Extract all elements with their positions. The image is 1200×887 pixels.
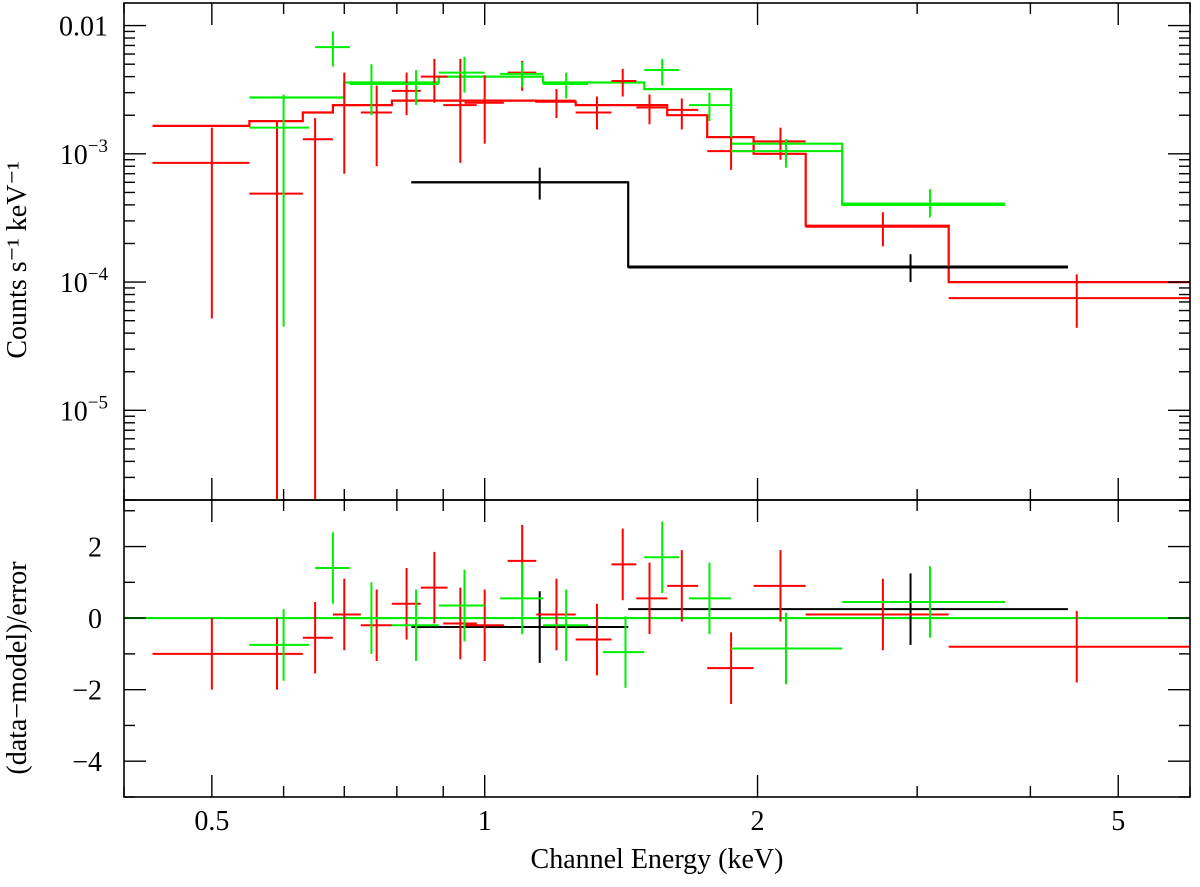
residual-point-green: [644, 521, 680, 594]
residual-point-green: [731, 612, 843, 685]
residual-point-green: [349, 582, 392, 654]
data-point-red: [302, 118, 333, 500]
residual-point-red: [152, 618, 250, 690]
residual-point-green: [391, 589, 439, 662]
data-point-red: [753, 127, 806, 160]
residual-point-red: [948, 610, 1190, 683]
data-point-green: [500, 62, 544, 88]
data-point-red: [805, 212, 949, 247]
residual-point-red: [667, 550, 699, 622]
residual-point-green: [438, 569, 485, 642]
residual-point-red: [536, 578, 576, 651]
residual-point-green: [500, 562, 544, 635]
residual-point-green: [249, 609, 310, 681]
tick-exponent: −5: [88, 392, 108, 413]
data-point-green: [249, 94, 310, 327]
data-point-green: [644, 58, 680, 86]
data-point-red: [249, 121, 303, 500]
tick-mantissa: 10: [60, 268, 88, 299]
x-tick-labels: 0.5 1 2 5: [194, 806, 1125, 837]
data-point-green: [349, 64, 392, 116]
data-point-black: [411, 167, 629, 200]
residual-point-red: [575, 603, 612, 676]
residual-point-black: [628, 573, 1068, 645]
data-point-red: [536, 89, 576, 119]
residuals-plot-frame: [123, 499, 1191, 798]
residual-point-red: [443, 587, 477, 660]
spectrum-y-tick-label: 10−3: [60, 136, 108, 171]
residual-point-red: [707, 632, 754, 704]
data-point-green: [842, 189, 1005, 218]
spectrum-panel: [123, 2, 1191, 501]
data-point-red: [464, 75, 504, 144]
data-point-red: [575, 96, 612, 130]
residual-point-red: [464, 589, 504, 662]
residual-point-green: [688, 562, 732, 635]
data-point-black: [628, 254, 1068, 283]
data-point-red: [636, 94, 668, 125]
spectrum-y-tick-label: 0.01: [59, 12, 108, 43]
residual-point-red: [249, 618, 303, 690]
residuals-y-tick-label: 2: [88, 533, 102, 564]
residuals-panel: [123, 499, 1191, 798]
spectrum-data-layer: [152, 31, 1190, 500]
tick-exponent: −4: [88, 264, 109, 285]
data-point-green: [438, 56, 485, 93]
tick-mantissa: 0.01: [59, 12, 108, 43]
x-axis-label: Channel Energy (keV): [531, 844, 784, 875]
residual-point-red: [360, 589, 392, 662]
residual-point-green: [315, 532, 350, 604]
tick-mantissa: 10: [60, 396, 88, 427]
tick-mantissa: 10: [60, 140, 88, 171]
data-point-red: [360, 85, 392, 167]
data-point-green: [315, 31, 350, 67]
x-tick-label: 0.5: [194, 806, 229, 837]
model-line-green: [249, 75, 1005, 206]
residual-point-red: [636, 562, 668, 635]
residual-point-red: [753, 550, 806, 622]
residual-point-red: [805, 578, 949, 651]
residuals-y-axis-label: (data−model)/error: [2, 561, 33, 775]
x-tick-label: 5: [1111, 806, 1125, 837]
residual-point-black: [411, 591, 629, 663]
residual-point-red: [302, 601, 333, 674]
residuals-data-layer: [152, 521, 1190, 704]
residuals-y-tick-labels: 2 0 −2 −4: [72, 533, 102, 779]
residuals-y-tick-label: −4: [72, 747, 102, 778]
residual-point-green: [543, 589, 588, 662]
residuals-y-tick-label: −2: [72, 676, 102, 707]
residual-point-red: [420, 551, 448, 624]
spectrum-y-tick-label: 10−4: [60, 264, 109, 299]
spectrum-y-axis-label: Counts s⁻¹ keV⁻¹: [2, 161, 33, 358]
data-point-green: [543, 72, 588, 99]
spectrum-ticks: [123, 3, 1191, 501]
residual-point-red: [332, 578, 361, 651]
data-point-red: [420, 58, 448, 103]
data-point-green: [731, 139, 843, 168]
data-point-green: [391, 70, 439, 106]
residual-point-red: [611, 528, 637, 601]
residuals-y-tick-label: 0: [88, 604, 102, 635]
residual-point-green: [602, 616, 645, 688]
x-tick-label: 1: [478, 806, 492, 837]
data-point-red: [707, 137, 754, 170]
residual-point-green: [842, 566, 1005, 638]
model-line-black: [411, 181, 1068, 268]
data-point-green: [688, 92, 732, 122]
tick-exponent: −3: [88, 136, 108, 157]
data-point-red: [152, 127, 250, 319]
data-point-red: [611, 68, 637, 97]
model-line-red: [152, 99, 1190, 284]
data-point-red: [667, 98, 699, 130]
x-tick-label: 2: [751, 806, 765, 837]
data-point-red: [443, 58, 477, 163]
spectrum-model-layer: [152, 75, 1190, 284]
data-point-red: [948, 274, 1190, 328]
data-point-red: [332, 72, 361, 174]
spectrum-y-tick-label: 10−5: [60, 392, 108, 427]
